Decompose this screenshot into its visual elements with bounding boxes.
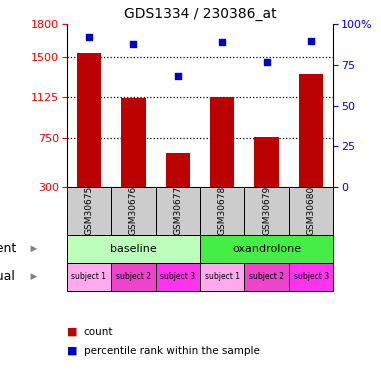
Point bbox=[175, 73, 181, 79]
Bar bbox=[155, 187, 200, 235]
Text: individual: individual bbox=[0, 270, 16, 283]
Title: GDS1334 / 230386_at: GDS1334 / 230386_at bbox=[124, 7, 276, 21]
Bar bbox=[77, 53, 101, 187]
Bar bbox=[111, 187, 155, 235]
Text: subject 3: subject 3 bbox=[294, 272, 329, 281]
Text: ■: ■ bbox=[67, 346, 77, 355]
Text: GSM30680: GSM30680 bbox=[307, 186, 315, 236]
Text: GSM30676: GSM30676 bbox=[129, 186, 138, 236]
Point bbox=[219, 39, 225, 45]
Bar bbox=[200, 235, 333, 263]
Point bbox=[264, 59, 270, 65]
Text: ■: ■ bbox=[67, 327, 77, 337]
Bar bbox=[155, 263, 200, 291]
Text: subject 2: subject 2 bbox=[249, 272, 284, 281]
Text: GSM30675: GSM30675 bbox=[85, 186, 93, 236]
Bar bbox=[200, 187, 245, 235]
Bar bbox=[67, 187, 111, 235]
Text: subject 1: subject 1 bbox=[205, 272, 240, 281]
Bar bbox=[245, 263, 289, 291]
Text: GSM30677: GSM30677 bbox=[173, 186, 182, 236]
Text: subject 1: subject 1 bbox=[71, 272, 106, 281]
Bar bbox=[299, 74, 323, 187]
Text: oxandrolone: oxandrolone bbox=[232, 244, 301, 254]
Bar bbox=[289, 187, 333, 235]
Bar bbox=[289, 263, 333, 291]
Text: subject 2: subject 2 bbox=[116, 272, 151, 281]
Text: baseline: baseline bbox=[110, 244, 157, 254]
Bar bbox=[166, 153, 190, 187]
Bar bbox=[67, 235, 200, 263]
Text: agent: agent bbox=[0, 242, 16, 255]
Bar bbox=[255, 137, 279, 187]
Text: subject 3: subject 3 bbox=[160, 272, 195, 281]
Bar bbox=[245, 187, 289, 235]
Bar bbox=[121, 98, 146, 187]
Text: GSM30678: GSM30678 bbox=[218, 186, 227, 236]
Bar bbox=[200, 263, 245, 291]
Point bbox=[130, 41, 136, 47]
Bar bbox=[210, 97, 234, 187]
Text: count: count bbox=[84, 327, 113, 337]
Point bbox=[308, 38, 314, 44]
Text: GSM30679: GSM30679 bbox=[262, 186, 271, 236]
Text: percentile rank within the sample: percentile rank within the sample bbox=[84, 346, 260, 355]
Bar bbox=[67, 263, 111, 291]
Point bbox=[86, 34, 92, 40]
Bar bbox=[111, 263, 155, 291]
